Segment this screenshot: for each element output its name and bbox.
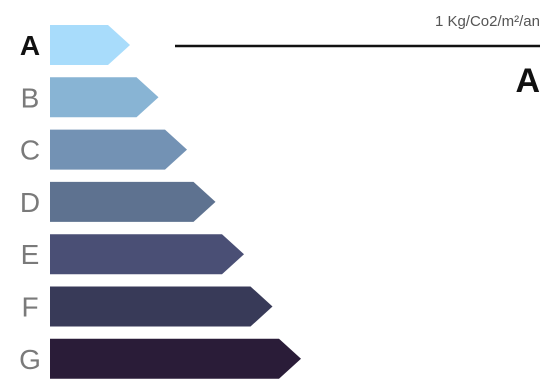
- rating-class-label-c: C: [20, 135, 40, 166]
- rating-value: A: [515, 62, 540, 100]
- rating-class-label-g: G: [19, 344, 41, 375]
- unit-label: 1 Kg/Co2/m²/an: [435, 13, 540, 30]
- rating-bar-d: [50, 181, 216, 222]
- rating-class-label-e: E: [21, 239, 40, 270]
- rating-bar-f: [50, 286, 273, 327]
- rating-bar-b: [50, 77, 159, 118]
- rating-bar-c: [50, 129, 187, 170]
- rating-class-label-f: F: [21, 292, 38, 323]
- rating-class-label-b: B: [21, 82, 40, 113]
- rating-class-label-d: D: [20, 187, 40, 218]
- rating-bar-e: [50, 234, 244, 275]
- rating-class-label-a: A: [20, 30, 40, 61]
- rating-bars: [50, 25, 301, 379]
- rating-bar-g: [50, 338, 301, 379]
- rating-bar-a: [50, 25, 130, 65]
